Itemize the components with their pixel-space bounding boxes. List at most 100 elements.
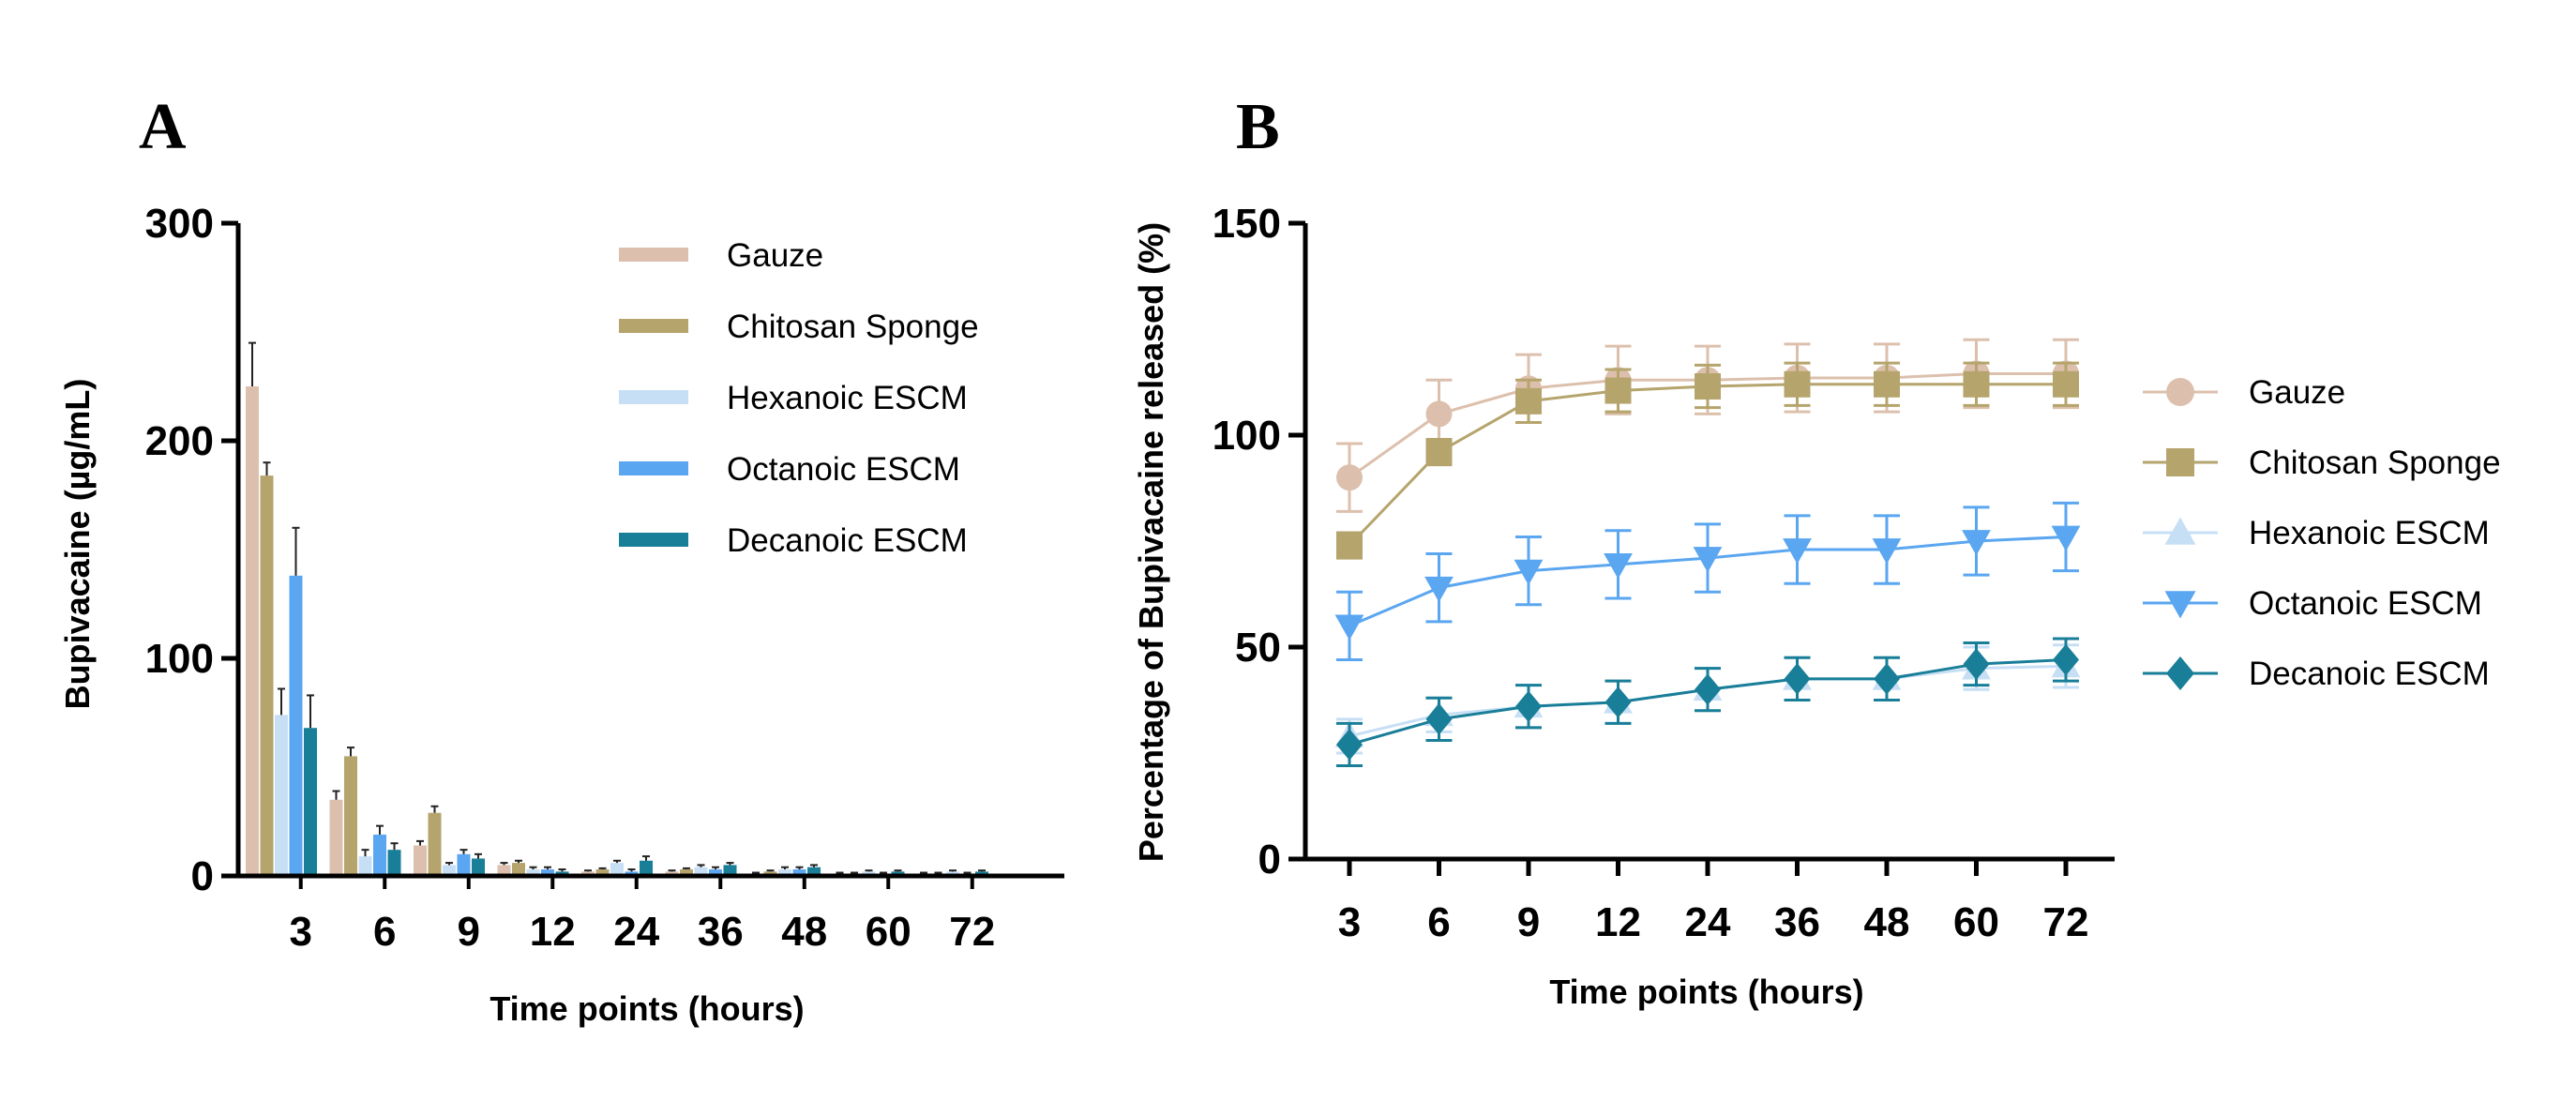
point-octanoic-escm-24 [1693, 547, 1723, 573]
point-gauze-3 [1336, 464, 1363, 491]
legend-label-hexanoic-escm: Hexanoic ESCM [2249, 515, 2490, 551]
bar-octanoic-escm-3 [289, 575, 303, 876]
point-octanoic-escm-3 [1334, 614, 1364, 641]
legend-swatch-decanoic-escm [619, 533, 688, 547]
panel-a-x-axis-title: Time points (hours) [490, 989, 804, 1028]
point-decanoic-escm-24 [1695, 673, 1721, 705]
point-decanoic-escm-72 [2053, 643, 2079, 676]
point-gauze-6 [1425, 400, 1453, 428]
legend-marker-octanoic-escm [2164, 591, 2196, 619]
panel-b-y-axis-title: Percentage of Bupivacaine released (%) [1132, 222, 1170, 862]
panel-b-y-tick-label: 100 [1213, 413, 1281, 459]
point-octanoic-escm-72 [2051, 525, 2081, 551]
bar-octanoic-escm-36 [709, 869, 722, 876]
panel-b-x-tick-label: 48 [1864, 899, 1910, 945]
bar-octanoic-escm-6 [373, 834, 386, 876]
point-octanoic-escm-36 [1783, 538, 1812, 565]
point-octanoic-escm-48 [1872, 538, 1902, 565]
bar-gauze-12 [497, 865, 511, 876]
bar-chitosan-sponge-24 [595, 869, 610, 876]
point-decanoic-escm-12 [1604, 686, 1632, 718]
panel-a-x-tick-label: 48 [781, 909, 827, 955]
panel-a-x-tick-label: 24 [613, 909, 659, 955]
panel-a-x-tick-label: 6 [373, 909, 396, 955]
panel-b-x-tick-label: 60 [1953, 899, 1999, 945]
panel-b-x-tick-label: 72 [2043, 899, 2089, 945]
bar-chitosan-sponge-9 [428, 812, 442, 876]
panel-a-y-tick-label: 200 [145, 418, 214, 464]
bar-chitosan-sponge-3 [260, 475, 274, 876]
panel-b-x-tick-label: 24 [1685, 899, 1731, 945]
bar-gauze-3 [246, 386, 259, 876]
point-chitosan-sponge-3 [1336, 532, 1363, 559]
panel-b-x-tick-label: 3 [1338, 899, 1361, 945]
point-octanoic-escm-60 [1962, 530, 1991, 556]
legend-label-chitosan-sponge: Chitosan Sponge [2249, 445, 2501, 481]
legend-swatch-octanoic-escm [619, 461, 688, 475]
point-decanoic-escm-60 [1963, 648, 1990, 680]
point-decanoic-escm-36 [1784, 663, 1811, 695]
point-chitosan-sponge-72 [2053, 370, 2079, 398]
point-decanoic-escm-9 [1515, 690, 1542, 723]
panel-b-y-tick-label: 150 [1213, 201, 1281, 247]
legend-swatch-gauze [619, 248, 688, 262]
point-chitosan-sponge-36 [1784, 370, 1811, 398]
panel-b-letter: B [1236, 91, 1280, 163]
point-octanoic-escm-9 [1514, 559, 1544, 586]
bar-decanoic-escm-36 [723, 865, 737, 876]
panel-b-x-tick-label: 12 [1595, 899, 1641, 945]
bar-octanoic-escm-9 [457, 853, 471, 876]
bar-decanoic-escm-48 [807, 867, 821, 876]
bar-decanoic-escm-9 [472, 858, 485, 876]
bar-decanoic-escm-6 [387, 850, 401, 876]
point-chitosan-sponge-60 [1963, 370, 1990, 398]
bar-hexanoic-escm-12 [526, 869, 540, 876]
panel-b-y-tick-label: 50 [1235, 625, 1281, 671]
bar-hexanoic-escm-36 [694, 867, 708, 876]
legend-marker-hexanoic-escm [2164, 517, 2196, 545]
bar-chitosan-sponge-36 [680, 869, 693, 876]
legend-label-octanoic-escm: Octanoic ESCM [2249, 585, 2482, 622]
panel-a-legend: Gauze Chitosan Sponge Hexanoic ESCM Octanoi… [619, 237, 979, 559]
point-decanoic-escm-3 [1336, 729, 1363, 761]
panel-a: A Bupivacaine (µg/mL) Time points (hours… [58, 91, 1064, 1028]
bar-hexanoic-escm-6 [358, 856, 372, 876]
legend-label-gauze: Gauze [2249, 374, 2345, 411]
point-chitosan-sponge-24 [1695, 373, 1721, 400]
bar-gauze-6 [329, 799, 343, 876]
panel-a-letter: A [139, 91, 187, 163]
legend-label-decanoic-escm: Decanoic ESCM [2249, 656, 2490, 692]
panel-a-x-tick-label: 72 [949, 909, 995, 955]
panel-a-y-axis-title: Bupivacaine (µg/mL) [58, 379, 97, 710]
panel-a-x-tick-label: 9 [458, 909, 480, 955]
panel-a-x-tick-label: 12 [530, 909, 576, 955]
bar-hexanoic-escm-3 [275, 715, 288, 876]
panel-b-legend: Gauze Chitosan Sponge Hexanoic ESCM Octanoi… [2143, 374, 2501, 692]
bar-hexanoic-escm-9 [443, 865, 456, 876]
bar-octanoic-escm-12 [541, 869, 554, 876]
legend-label-decanoic-escm: Decanoic ESCM [727, 522, 968, 559]
bar-gauze-9 [414, 845, 427, 876]
point-octanoic-escm-6 [1424, 576, 1454, 603]
panel-b-x-tick-label: 6 [1427, 899, 1450, 945]
legend-label-chitosan-sponge: Chitosan Sponge [727, 309, 979, 345]
panel-a-marks [246, 341, 988, 876]
panel-a-y-tick-label: 100 [145, 636, 214, 682]
bar-chitosan-sponge-6 [344, 756, 357, 876]
panel-b-x-tick-label: 36 [1774, 899, 1820, 945]
legend-label-hexanoic-escm: Hexanoic ESCM [727, 380, 968, 416]
panel-a-x-tick-label: 36 [698, 909, 744, 955]
panel-a-y-tick-label: 300 [145, 201, 214, 247]
bar-chitosan-sponge-12 [512, 863, 525, 876]
legend-swatch-chitosan-sponge [619, 319, 688, 333]
point-decanoic-escm-48 [1874, 663, 1900, 695]
panel-a-y-tick-label: 0 [191, 853, 214, 899]
bar-hexanoic-escm-48 [778, 869, 791, 876]
legend-swatch-hexanoic-escm [619, 390, 688, 404]
point-chitosan-sponge-6 [1425, 439, 1453, 466]
legend-label-gauze: Gauze [727, 237, 823, 274]
point-chitosan-sponge-9 [1515, 387, 1542, 415]
